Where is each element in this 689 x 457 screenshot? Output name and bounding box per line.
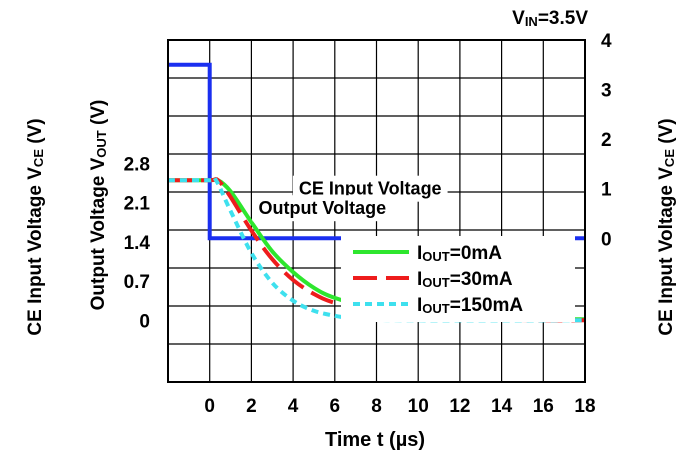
x-axis-label: Time t (µs) — [325, 429, 425, 451]
x-tick-label: 10 — [408, 396, 429, 417]
plot-frame — [167, 39, 586, 383]
left-y-tick-label: 0.7 — [124, 272, 150, 293]
left-y-tick-label: 1.4 — [124, 233, 151, 254]
x-tick-label: 14 — [491, 396, 513, 417]
x-tick-label: 6 — [330, 396, 341, 417]
legend-label: IOUT=150mA — [417, 295, 523, 316]
x-tick-label: 16 — [533, 396, 554, 417]
right-y-tick-label: 0 — [601, 229, 612, 250]
right-y-tick-label: 4 — [601, 31, 612, 52]
x-tick-label: 2 — [246, 396, 257, 417]
left-y-tick-label: 2.1 — [124, 194, 151, 215]
x-tick-label: 8 — [371, 396, 382, 417]
x-tick-label: 18 — [574, 396, 595, 417]
legend-label: IOUT=0mA — [417, 243, 502, 264]
y-axis-label-outer-left: CE Input Voltage VCE (V) — [25, 118, 46, 335]
annotations: CE Input Voltage Output Voltage — [252, 175, 448, 222]
annotation-ce-input-voltage: CE Input Voltage — [299, 179, 442, 199]
right-y-tick-label: 1 — [601, 180, 612, 201]
right-y-tick-label: 3 — [601, 81, 612, 102]
legend-label: IOUT=30mA — [417, 269, 513, 290]
x-tick-label: 12 — [449, 396, 470, 417]
legend: IOUT=0mA IOUT=30mA IOUT=150mA — [341, 236, 575, 322]
x-tick-label: 0 — [204, 396, 215, 417]
left-y-tick-label: 2.8 — [124, 154, 150, 175]
chart-condition: VIN=3.5V — [512, 8, 588, 29]
y-axis-label-right: CE Input Voltage VCE (V) — [656, 118, 677, 335]
y-axis-label-inner-left: Output Voltage VOUT (V) — [88, 100, 109, 311]
x-tick-label: 4 — [288, 396, 299, 417]
right-y-tick-label: 2 — [601, 130, 612, 151]
annotation-output-voltage: Output Voltage — [258, 198, 386, 218]
left-y-tick-label: 0 — [139, 311, 150, 332]
